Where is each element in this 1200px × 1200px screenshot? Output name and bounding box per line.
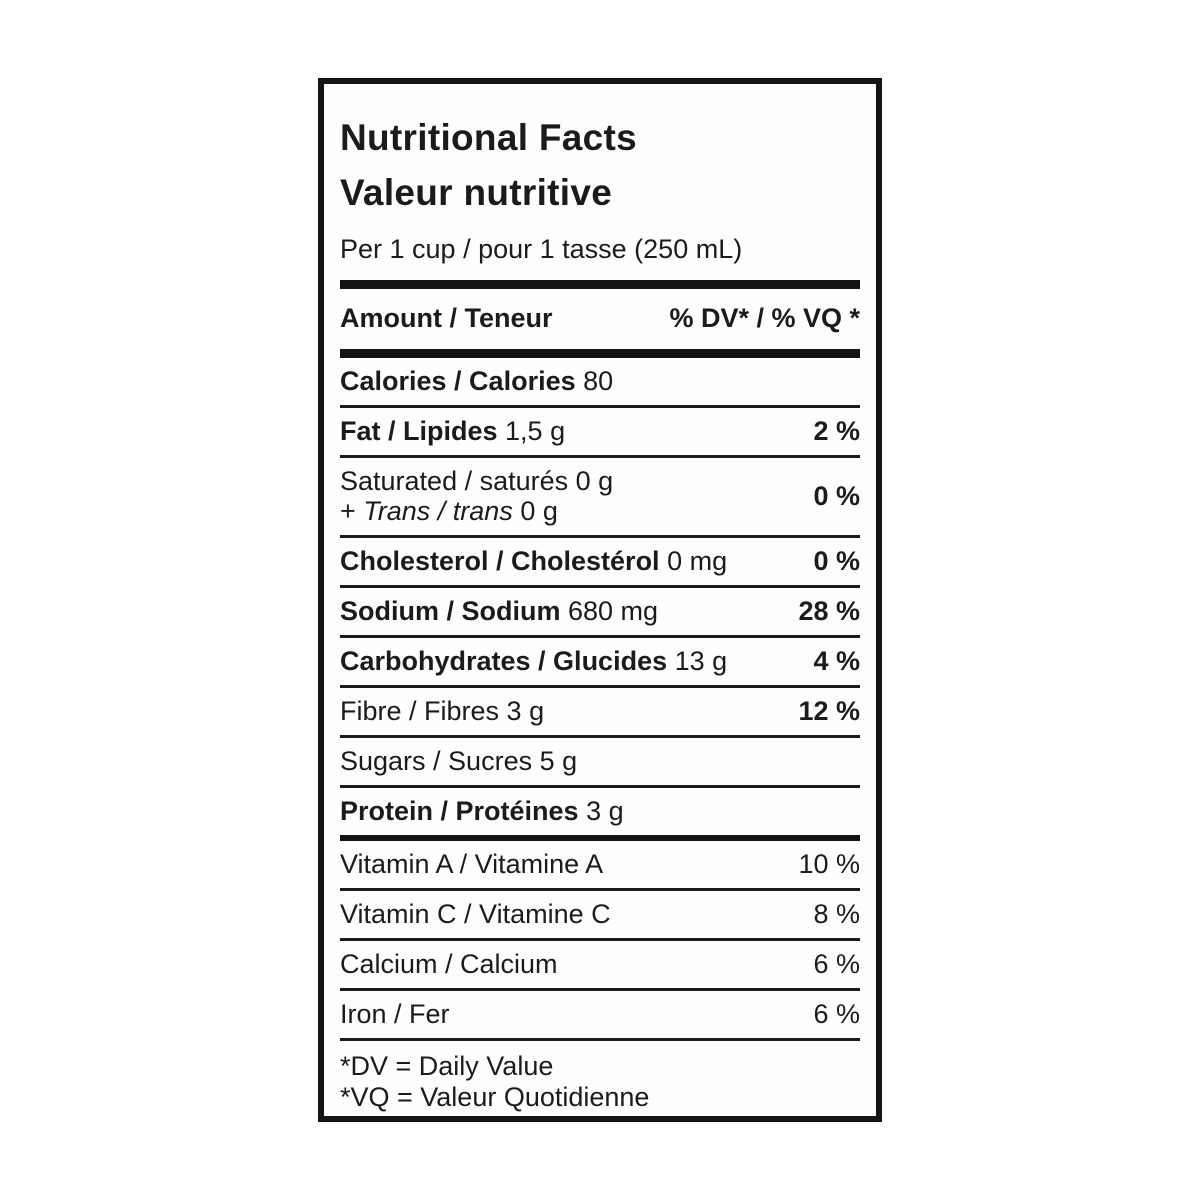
- nutrient-row: Vitamin C / Vitamine C 8 %: [340, 888, 860, 938]
- footnote-dv: *DV = Daily Value: [340, 1051, 554, 1081]
- nutrient-name: Saturated / saturés 0 g + Trans / trans …: [340, 466, 614, 526]
- nutrient-name-line2: + Trans / trans 0 g: [340, 496, 558, 526]
- nutrient-daily-value: 10 %: [798, 849, 860, 879]
- nutrient-daily-value: 4 %: [813, 646, 860, 676]
- nutrient-name: Calcium / Calcium: [340, 949, 558, 979]
- separator-thick-header: [340, 349, 860, 358]
- nutrient-row: Protein / Protéines 3 g: [340, 785, 860, 835]
- nutrient-row: Vitamin A / Vitamine A 10 %: [340, 835, 860, 888]
- nutrient-daily-value: 28 %: [798, 596, 860, 626]
- nutrient-row: Carbohydrates / Glucides 13 g 4 %: [340, 635, 860, 685]
- nutrient-name: Carbohydrates / Glucides 13 g: [340, 646, 728, 676]
- nutrient-name: Calories / Calories 80: [340, 366, 614, 396]
- nutrient-name: Sugars / Sucres 5 g: [340, 746, 578, 776]
- label-title-en: Nutritional Facts: [340, 117, 638, 158]
- nutrient-row: Iron / Fer 6 %: [340, 988, 860, 1038]
- footnotes: *DV = Daily Value *VQ = Valeur Quotidien…: [340, 1038, 860, 1113]
- nutrient-row: Sodium / Sodium 680 mg 28 %: [340, 585, 860, 635]
- nutrient-row: Fibre / Fibres 3 g 12 %: [340, 685, 860, 735]
- nutrient-name: Protein / Protéines 3 g: [340, 796, 624, 826]
- nutrient-row: Sugars / Sucres 5 g: [340, 735, 860, 785]
- nutrient-row: Calcium / Calcium 6 %: [340, 938, 860, 988]
- nutrient-daily-value: 0 %: [813, 546, 860, 576]
- nutrient-daily-value: 6 %: [813, 999, 860, 1029]
- nutrient-daily-value: 6 %: [813, 949, 860, 979]
- separator-thick-top: [340, 280, 860, 289]
- nutrient-name: Iron / Fer: [340, 999, 450, 1029]
- nutrient-daily-value: 12 %: [798, 696, 860, 726]
- nutrient-name: Fat / Lipides 1,5 g: [340, 416, 566, 446]
- nutrient-name: Cholesterol / Cholestérol 0 mg: [340, 546, 728, 576]
- nutrient-daily-value: 2 %: [813, 416, 860, 446]
- nutrient-rows: Calories / Calories 80 Fat / Lipides 1,5…: [340, 358, 860, 1038]
- serving-size: Per 1 cup / pour 1 tasse (250 mL): [340, 234, 743, 264]
- nutrient-name: Sodium / Sodium 680 mg: [340, 596, 659, 626]
- nutrient-row: Saturated / saturés 0 g + Trans / trans …: [340, 455, 860, 535]
- nutrient-row: Calories / Calories 80: [340, 358, 860, 405]
- label-title-fr: Valeur nutritive: [340, 172, 613, 213]
- nutrient-row: Fat / Lipides 1,5 g 2 %: [340, 405, 860, 455]
- column-header-amount: Amount / Teneur: [340, 303, 553, 333]
- nutrient-name: Vitamin A / Vitamine A: [340, 849, 604, 879]
- nutrient-row: Cholesterol / Cholestérol 0 mg 0 %: [340, 535, 860, 585]
- footnote-vq: *VQ = Valeur Quotidienne: [340, 1082, 650, 1112]
- nutrient-name: Fibre / Fibres 3 g: [340, 696, 545, 726]
- nutrition-label: Nutritional Facts Valeur nutritive Per 1…: [318, 78, 882, 1122]
- nutrient-daily-value: 0 %: [813, 481, 860, 511]
- nutrient-daily-value: 8 %: [813, 899, 860, 929]
- column-headers: Amount / Teneur % DV* / % VQ *: [340, 289, 860, 349]
- nutrient-name: Vitamin C / Vitamine C: [340, 899, 611, 929]
- column-header-daily-value: % DV* / % VQ *: [669, 303, 860, 333]
